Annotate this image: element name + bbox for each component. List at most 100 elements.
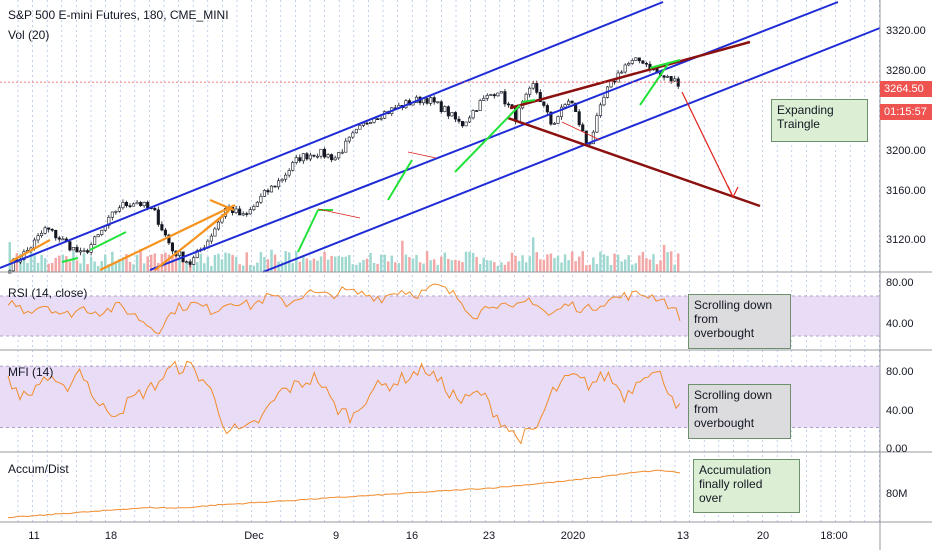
time-tick: 9 (332, 530, 340, 542)
volume-bar (659, 260, 662, 272)
channel-middle-line (149, 1, 839, 271)
candle-body (86, 250, 90, 253)
triangle-lower-line (507, 116, 761, 208)
volume-bar (22, 252, 26, 272)
volume-bar (362, 259, 365, 272)
candle-body (570, 100, 574, 104)
candle-body (241, 213, 245, 216)
candle-body (464, 121, 468, 127)
candle-body (602, 97, 606, 106)
volume-bar (383, 254, 386, 272)
candle-body (468, 117, 472, 123)
volume-bar (86, 264, 89, 272)
volume-bar (178, 252, 181, 272)
volume-bar (489, 260, 493, 272)
volume-bar (199, 253, 202, 272)
candle-body (443, 106, 447, 113)
candle-body (209, 235, 213, 242)
volume-bar (673, 264, 676, 272)
volume-bar (65, 256, 68, 272)
time-tick: 16 (405, 530, 419, 542)
symbol-title: S&P 500 E-mini Futures, 180, CME_MINI (8, 8, 229, 22)
volume-bar (72, 251, 75, 272)
candle-body (337, 152, 341, 159)
volume-bar (266, 259, 270, 272)
candle-body (170, 242, 175, 252)
volume-bar (471, 252, 475, 272)
volume-bar (337, 256, 340, 272)
candle-body (613, 80, 617, 83)
accum-dist-panel-label: Accum/Dist (8, 462, 69, 476)
volume-bar (231, 254, 234, 272)
volume-bar (125, 254, 128, 272)
volume-bar (118, 258, 121, 272)
candle-body (641, 60, 645, 64)
candle-body (673, 78, 677, 82)
volume-bar (577, 256, 581, 272)
volume-bar (107, 264, 111, 272)
last-price-tag: 3264.50 (880, 81, 932, 97)
time-tick: 23 (482, 530, 496, 542)
volume-bar (457, 260, 461, 272)
volume-bar (326, 259, 330, 272)
volume-bar (376, 263, 379, 272)
candle-body (545, 105, 549, 113)
candle-body (128, 205, 132, 207)
volume-bar (316, 260, 319, 272)
volume-bar (638, 255, 641, 272)
candle-body (40, 232, 44, 237)
volume-bar (454, 259, 457, 272)
candle-body (213, 228, 217, 237)
volume-bar (33, 254, 36, 272)
volume-bar (82, 253, 86, 272)
candle-body (139, 202, 143, 207)
time-tick: 13 (676, 530, 690, 542)
volume-bar (549, 253, 553, 272)
candle-body (489, 94, 493, 96)
volume-bar (517, 261, 521, 272)
volume-bar (662, 244, 666, 272)
candle-body (344, 140, 348, 153)
volume-bar (539, 259, 542, 272)
volume-bar (348, 255, 351, 272)
volume-bar (648, 259, 652, 272)
candle-body (319, 148, 323, 157)
candle-body (559, 106, 564, 117)
volume-bar (238, 264, 241, 272)
candle-body (312, 154, 316, 157)
volume-bar (50, 262, 54, 272)
volume-bar (192, 258, 195, 272)
candle-body (284, 174, 288, 180)
candle-body (595, 115, 599, 133)
volume-bar (273, 254, 277, 272)
volume-bar (553, 257, 556, 272)
candle-body (156, 209, 160, 225)
volume-bar (29, 252, 33, 272)
candle-body (36, 235, 40, 241)
candle-body (358, 125, 362, 130)
candle-body (110, 211, 114, 218)
volume-bar (450, 260, 454, 272)
volume-bar (592, 257, 595, 272)
channel-upper-line (0, 1, 664, 269)
candle-body (188, 261, 192, 265)
candle-body (78, 250, 83, 253)
swing-line (297, 209, 319, 253)
candle-body (135, 202, 139, 205)
candle-body (666, 76, 670, 78)
candle-body (499, 91, 503, 94)
volume-bar (206, 256, 210, 272)
volume-bar (355, 264, 358, 272)
bar-countdown-tag: 01:15:57 (880, 104, 932, 120)
volume-bar (150, 254, 153, 272)
volume-bar (503, 264, 507, 272)
candle-body (323, 148, 327, 158)
candle-body (269, 185, 274, 193)
volume-bar (181, 257, 185, 272)
channel-lower-line (262, 27, 881, 273)
volume-bar (425, 251, 429, 272)
pattern-line (204, 207, 233, 231)
candle-body (376, 118, 380, 120)
candle-body (620, 71, 624, 74)
